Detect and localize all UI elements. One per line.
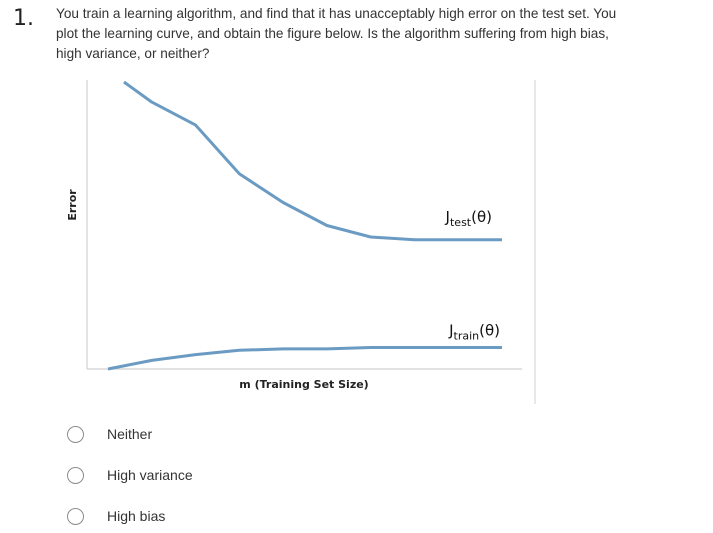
series-label-subscript: train: [454, 330, 480, 343]
radio-high-bias[interactable]: [67, 508, 84, 525]
option-label: High bias: [107, 508, 166, 524]
option-label: High variance: [107, 467, 193, 483]
series-label-train: Jtrain(θ): [448, 322, 500, 343]
series-label-test: Jtest(θ): [445, 208, 492, 229]
series-label-suffix: (θ): [479, 322, 500, 340]
series-line-train: [107, 346, 502, 371]
option-high-variance[interactable]: High variance: [64, 462, 364, 490]
radio-neither[interactable]: [67, 426, 84, 443]
radio-high-variance[interactable]: [67, 467, 84, 484]
option-high-bias[interactable]: High bias: [64, 503, 364, 531]
series-label-main: J: [445, 208, 450, 226]
option-neither[interactable]: Neither: [64, 421, 364, 449]
question-text: You train a learning algorithm, and find…: [56, 6, 617, 61]
series-label-subscript: test: [450, 216, 472, 229]
series-line-test: [123, 80, 502, 242]
series-label-suffix: (θ): [471, 208, 492, 226]
question-number: 1.: [13, 6, 34, 31]
learning-curve-chart: Error m (Training Set Size) Jtest(θ)Jtra…: [66, 80, 536, 404]
option-label: Neither: [107, 426, 153, 442]
x-axis-label: m (Training Set Size): [239, 378, 368, 391]
y-axis-label: Error: [66, 189, 79, 221]
series-label-main: J: [448, 322, 453, 340]
